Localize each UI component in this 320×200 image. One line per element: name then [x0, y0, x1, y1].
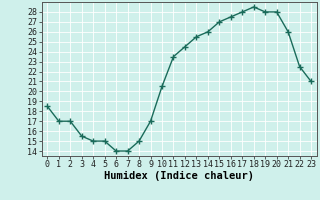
X-axis label: Humidex (Indice chaleur): Humidex (Indice chaleur) — [104, 171, 254, 181]
